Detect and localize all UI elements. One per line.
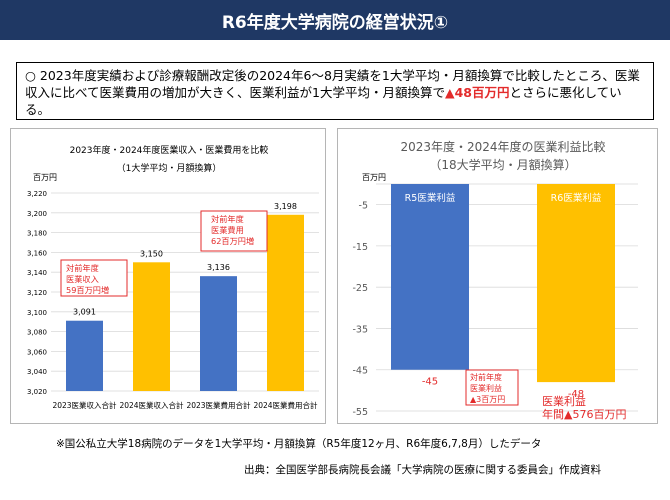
chart2-bar-category-label: R6医業利益	[551, 192, 602, 204]
chart2-title: 2023年度・2024年度の医業利益比較	[400, 139, 605, 154]
summary-highlight: ▲48百万円	[444, 85, 510, 100]
chart1-bar	[133, 262, 170, 391]
chart2-ytick-label: -5	[359, 201, 368, 212]
chart2-ytick-label: -45	[352, 366, 368, 377]
chart2-annotation-text: 対前年度	[470, 372, 502, 382]
chart2-bar	[391, 184, 469, 370]
chart2-annual-note: 年間▲576百万円	[542, 407, 626, 421]
chart2-value-label: -48	[568, 389, 584, 400]
chart1-value-label: 3,198	[274, 202, 297, 211]
chart1-annotation-text: 対前年度	[66, 263, 99, 273]
chart2-annotation-text: ▲3百万円	[470, 395, 505, 404]
profit-chart-panel: 2023年度・2024年度の医業利益比較 （18大学平均・月額換算） 百万円 -…	[337, 128, 658, 424]
header-bar: R6年度大学病院の経営状況①	[0, 0, 670, 40]
chart1-ytick-label: 3,100	[27, 309, 47, 317]
chart2-subtitle: （18大学平均・月額換算）	[429, 157, 576, 172]
chart2-ytick-label: -15	[352, 242, 368, 253]
chart1-x-label: 2024医業収入合計	[119, 400, 184, 410]
chart2-ytick-label: -25	[352, 283, 368, 294]
chart1-annotation-text: 62百万円増	[211, 236, 254, 246]
chart1-ytick-label: 3,040	[27, 368, 47, 376]
chart1-annotation-text: 対前年度	[211, 214, 244, 224]
chart1-ytick-label: 3,140	[27, 269, 47, 277]
source-note: 出典：全国医学部長病院長会議「大学病院の医療に関する委員会」作成資料	[244, 464, 601, 476]
chart1-ytick-label: 3,060	[27, 348, 47, 356]
profit-chart: 2023年度・2024年度の医業利益比較 （18大学平均・月額換算） 百万円 -…	[352, 139, 638, 421]
revenue-cost-chart-panel: 2023年度・2024年度医業収入・医業費用を比較 （1大学平均・月額換算） 百…	[10, 128, 326, 424]
chart2-ytick-label: -55	[352, 407, 368, 418]
chart1-ytick-label: 3,180	[27, 230, 47, 238]
chart1-ytick-label: 3,200	[27, 210, 47, 218]
chart1-annotation-text: 59百万円増	[66, 285, 109, 295]
chart1-ytick-label: 3,120	[27, 289, 47, 297]
page-title: R6年度大学病院の経営状況①	[221, 12, 449, 33]
chart1-bar	[267, 214, 304, 391]
chart1-bar	[66, 320, 103, 391]
chart1-x-label: 2024医業費用合計	[253, 400, 318, 410]
chart1-ytick-label: 3,020	[27, 388, 47, 396]
chart1-annotation-text: 医業収入	[66, 274, 99, 284]
chart1-value-label: 3,091	[73, 308, 96, 317]
summary-box: ○ 2023年度実績および診療報酬改定後の2024年6～8月実績を1大学平均・月…	[16, 62, 654, 120]
chart1-ytick-label: 3,220	[27, 190, 47, 198]
chart2-ylabel: 百万円	[362, 173, 386, 182]
chart2-annotation-text: 医業利益	[470, 383, 502, 393]
chart2-bar-category-label: R5医業利益	[405, 192, 456, 204]
chart1-x-label: 2023医業収入合計	[52, 400, 117, 410]
revenue-cost-chart: 2023年度・2024年度医業収入・医業費用を比較 （1大学平均・月額換算） 百…	[27, 144, 319, 410]
chart2-value-label: -45	[422, 377, 438, 388]
footnote: ※国公私立大学18病院のデータを1大学平均・月額換算（R5年度12ヶ月、R6年度…	[56, 438, 542, 450]
chart1-ytick-label: 3,080	[27, 329, 47, 337]
chart1-annotation-text: 医業費用	[211, 225, 244, 235]
chart1-subtitle: （1大学平均・月額換算）	[117, 162, 222, 174]
chart2-annotation-box	[465, 369, 519, 406]
chart1-annotation-box	[200, 210, 268, 252]
summary-line1: ○ 2023年度実績および診療報酬改定後の2024年6～8月実績を1大学平均・月…	[25, 68, 640, 100]
chart2-ytick-label: -35	[352, 324, 368, 335]
chart1-bar	[200, 276, 237, 391]
chart1-ylabel: 百万円	[33, 173, 57, 182]
chart1-x-label: 2023医業費用合計	[186, 400, 251, 410]
summary-line2: とさらに悪化している。	[25, 85, 622, 117]
chart1-annotation-box	[60, 259, 128, 297]
chart1-ytick-label: 3,160	[27, 249, 47, 257]
chart2-bar	[537, 184, 615, 383]
chart1-value-label: 3,150	[140, 249, 163, 258]
chart1-title: 2023年度・2024年度医業収入・医業費用を比較	[70, 144, 269, 156]
chart1-value-label: 3,136	[207, 263, 230, 272]
chart2-annual-note: 医業利益	[542, 394, 586, 408]
